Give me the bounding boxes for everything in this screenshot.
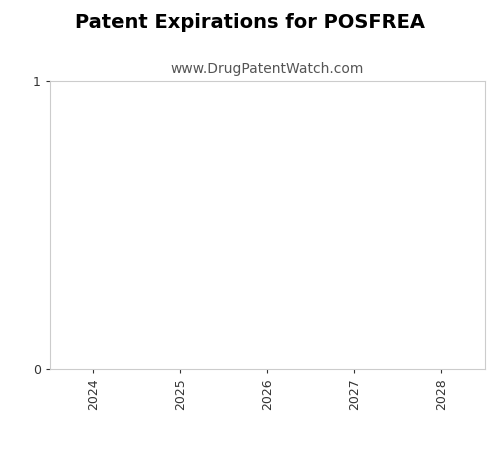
Text: Patent Expirations for POSFREA: Patent Expirations for POSFREA	[75, 14, 425, 32]
Title: www.DrugPatentWatch.com: www.DrugPatentWatch.com	[171, 62, 364, 76]
